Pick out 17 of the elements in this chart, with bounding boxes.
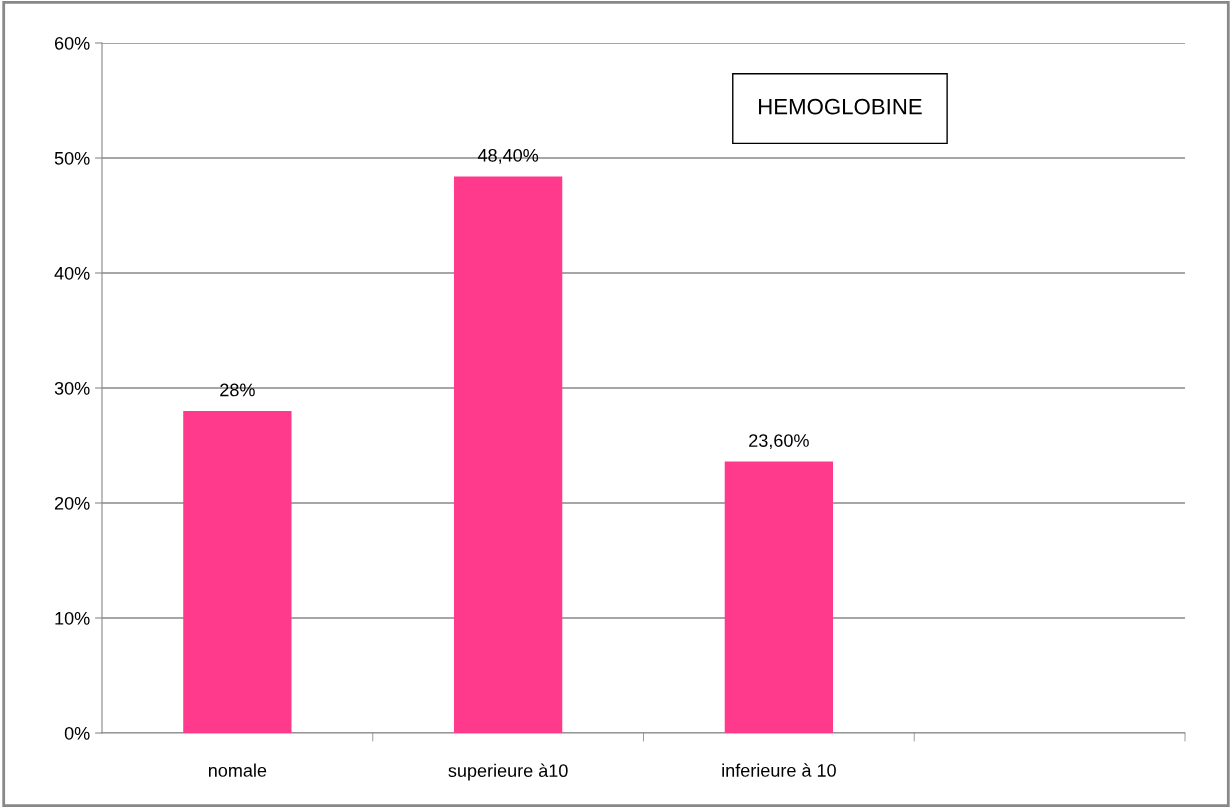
y-tick-label: 0% [64, 726, 90, 740]
y-tick-label: 10% [55, 611, 90, 625]
x-tick-label: superieure à10 [448, 763, 568, 781]
data-label: 28% [220, 383, 255, 397]
text: HEMOGLOBINE [759, 98, 922, 115]
x-tick-label: inferieure à 10 [722, 763, 836, 777]
y-tick-label: 60% [54, 36, 90, 50]
x-tick-label: nomale [208, 763, 267, 777]
bar [453, 176, 563, 733]
y-tick-label: 40% [54, 266, 90, 280]
y-tick-label: 30% [54, 381, 90, 395]
y-tick-label: 50% [54, 151, 90, 165]
bar [183, 411, 292, 733]
y-tick-label: 20% [54, 496, 90, 510]
bar [724, 461, 834, 733]
data-label: 48,40% [477, 148, 539, 164]
data-label: 23,60% [749, 434, 809, 450]
